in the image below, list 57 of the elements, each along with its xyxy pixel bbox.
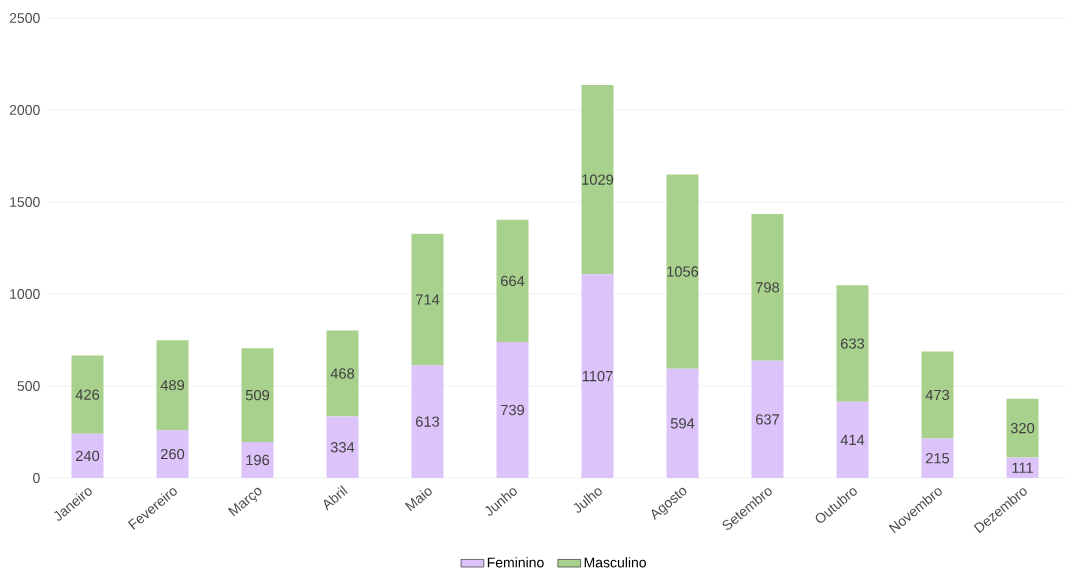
bar [666,368,699,478]
data-label: 334 [330,442,355,453]
data-label: 1056 [667,266,699,277]
data-label: 714 [416,294,440,305]
bar [836,285,869,402]
data-label: 798 [756,282,780,293]
bar [411,365,444,478]
data-label: 473 [925,389,950,401]
data-label: 215 [926,453,950,464]
bar [581,274,614,478]
legend-label: Masculino [584,557,646,568]
bar [921,438,954,478]
bar [496,219,529,343]
data-label: 489 [160,379,185,391]
data-label: 414 [840,434,865,445]
bar [241,441,274,478]
data-label: 1029 [582,174,614,185]
data-label: 468 [330,368,355,379]
bar [666,174,699,369]
y-tick-label: 1500 [10,197,40,207]
data-label: 613 [416,416,440,427]
bar [71,433,104,478]
data-label: 509 [245,389,270,401]
bar [71,355,104,434]
data-label: 196 [246,454,270,466]
data-label: 240 [76,450,100,462]
bar [156,340,189,431]
data-label: 1107 [582,370,613,382]
data-label: 426 [75,389,100,400]
bar [326,330,359,417]
bar [326,416,359,478]
bar [1006,398,1039,458]
bar [411,233,444,366]
data-label: 320 [1010,422,1035,434]
data-label: 664 [501,275,525,287]
bar [751,360,784,478]
data-label: 594 [670,418,695,429]
bar [156,430,189,478]
bar [1006,457,1039,478]
bar [241,348,274,442]
y-tick-label: 2500 [9,13,40,23]
bar [921,351,954,439]
data-label: 637 [756,414,779,425]
y-tick-label: 0 [33,473,40,483]
data-label: 111 [1012,462,1033,473]
data-label: 260 [161,448,185,460]
y-tick-label: 500 [17,381,40,391]
data-label: 739 [501,404,525,416]
y-tick-label: 1000 [10,289,40,299]
legend-label: Feminino [487,557,544,568]
bar [751,213,784,361]
bar [496,342,529,478]
bar [581,84,614,275]
x-tick-label: Maio [404,488,432,512]
data-label: 633 [841,338,865,349]
bar [836,401,869,478]
y-tick-label: 2000 [9,105,40,115]
